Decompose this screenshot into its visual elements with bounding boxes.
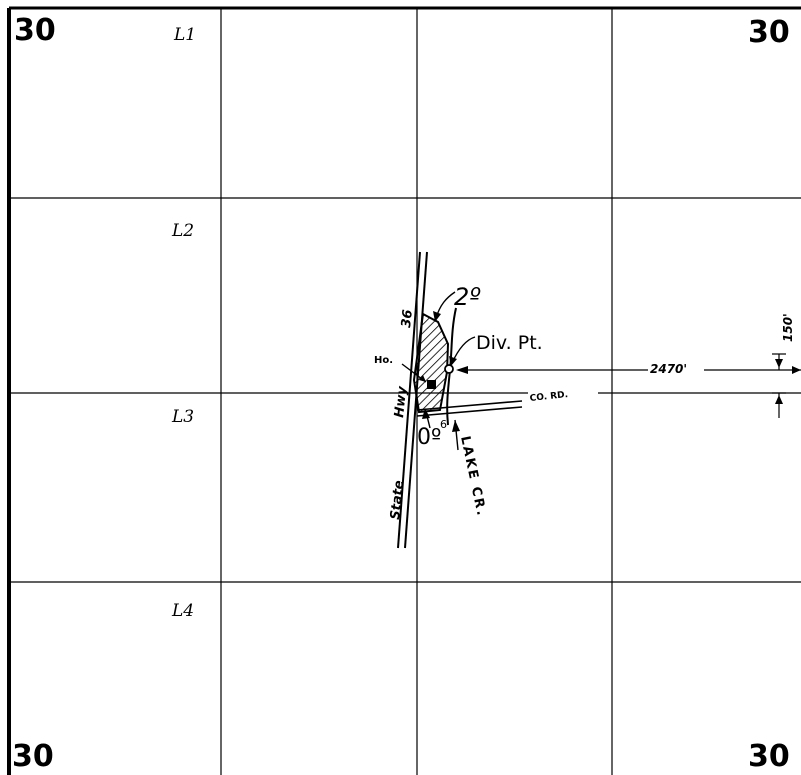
- lot-label-3: L3: [171, 407, 194, 427]
- highway-number-label: 36: [399, 309, 416, 329]
- section-number-top-left: 30: [14, 13, 56, 48]
- section-number-top-right: 30: [748, 15, 790, 50]
- acreage-label-2: 2º: [454, 283, 481, 311]
- section-number-bottom-right: 30: [748, 739, 790, 774]
- distance-label-north: 150': [781, 313, 795, 342]
- lot-label-4: L4: [171, 601, 194, 621]
- state-highway: [397, 251, 428, 549]
- section-border: [7, 6, 801, 775]
- diversion-point-marker: [444, 364, 454, 374]
- section-number-bottom-left: 30: [12, 739, 54, 774]
- acreage-label-0-sup: 6: [440, 418, 447, 431]
- house-marker: [401, 363, 436, 389]
- diversion-point-label: Div. Pt.: [476, 332, 543, 354]
- house-label: Ho.: [374, 355, 393, 366]
- distance-line-east: [456, 366, 801, 374]
- lot-label-1: L1: [173, 25, 196, 45]
- highway-word-label: Hwy: [392, 385, 410, 418]
- creek-label: LAKE CR.: [457, 435, 489, 519]
- county-road-label: CO. RD.: [529, 390, 568, 404]
- lot-label-2: L2: [171, 221, 194, 241]
- place-of-use-hatched: [412, 312, 450, 414]
- highway-prefix-label: State: [388, 480, 407, 521]
- acreage-label-0: 0º: [417, 425, 441, 450]
- quarter-grid: [9, 8, 801, 775]
- distance-label-east: 2470': [650, 362, 687, 376]
